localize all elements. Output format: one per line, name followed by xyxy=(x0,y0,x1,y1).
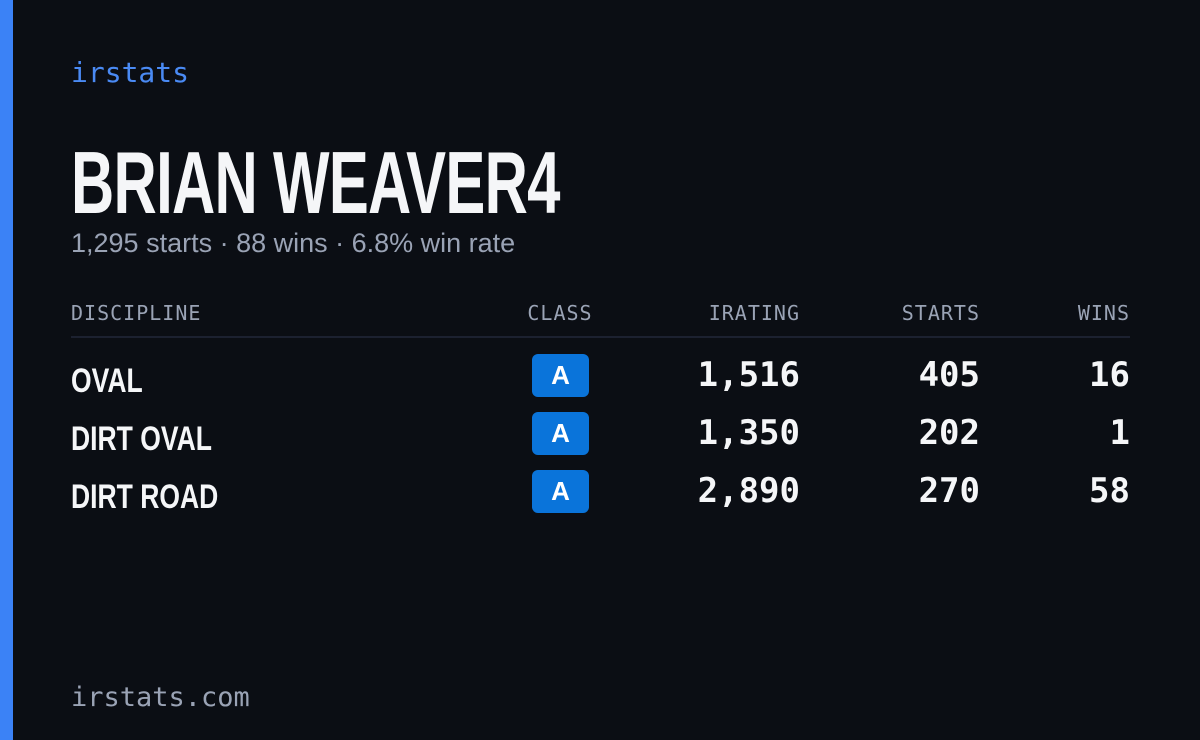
column-header: DISCIPLINE xyxy=(71,301,202,325)
discipline: DIRT ROAD xyxy=(71,478,219,516)
irating: 2,890 xyxy=(697,471,800,511)
column-header: STARTS xyxy=(901,301,980,325)
class-badge: A xyxy=(532,412,589,455)
brand: irstats xyxy=(71,56,190,89)
column-header: WINS xyxy=(1077,301,1130,325)
column-header: IRATING xyxy=(708,301,800,325)
header-rule xyxy=(71,336,1130,338)
class-badge: A xyxy=(532,354,589,397)
starts: 270 xyxy=(918,471,980,511)
starts: 202 xyxy=(918,413,980,453)
class-badge: A xyxy=(532,470,589,513)
irating: 1,350 xyxy=(697,413,800,453)
driver-name: BRIAN WEAVER4 xyxy=(71,133,560,232)
starts: 405 xyxy=(918,355,980,395)
discipline: DIRT OVAL xyxy=(71,420,212,458)
summary: 1,295 starts · 88 wins · 6.8% win rate xyxy=(71,228,516,258)
wins: 58 xyxy=(1089,471,1130,511)
irating: 1,516 xyxy=(697,355,800,395)
footer: irstats.com xyxy=(71,682,250,713)
wins: 1 xyxy=(1109,413,1130,453)
column-header: CLASS xyxy=(527,301,593,325)
discipline: OVAL xyxy=(71,362,143,400)
wins: 16 xyxy=(1089,355,1130,395)
accent-bar xyxy=(0,0,13,740)
